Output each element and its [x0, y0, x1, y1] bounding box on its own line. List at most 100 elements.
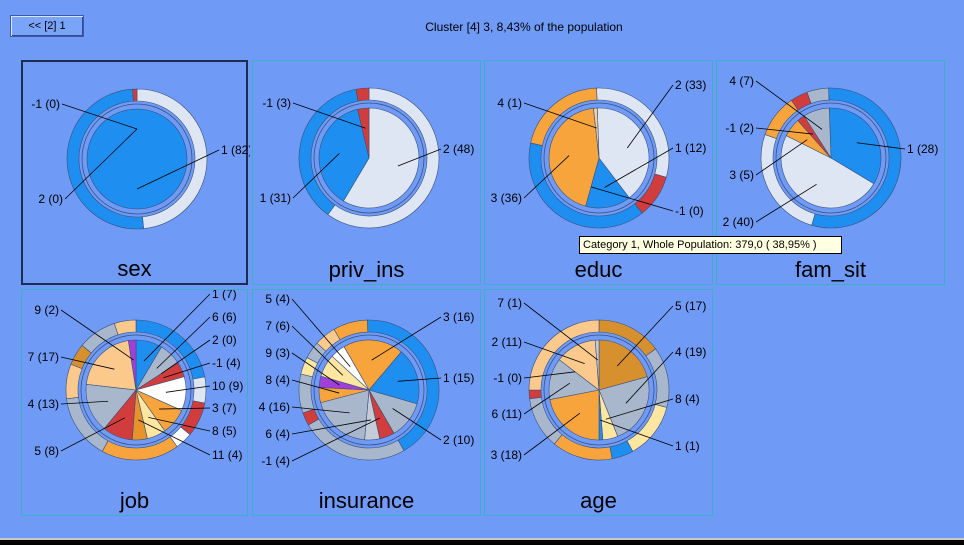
slice-label: 2 (40): [723, 215, 754, 229]
pie-slice[interactable]: [594, 339, 600, 391]
chart-title-age: age: [580, 488, 617, 513]
pie-slice[interactable]: [357, 107, 370, 159]
outer-ring-segment: [192, 376, 207, 404]
leader-line: [523, 102, 597, 129]
pie-slice[interactable]: [318, 108, 370, 202]
pie-slice[interactable]: [85, 383, 137, 429]
leader-line: [397, 377, 442, 382]
pie-chart-insurance: 3 (16) 1 (15) 2 (10) -1 (4) 6 (4) 4 (16) 8 (4)…: [259, 292, 475, 468]
slice-label: 4 (13): [28, 397, 59, 411]
leader-line: [138, 419, 211, 456]
leader-line: [64, 128, 138, 200]
pie-chart-fam-sit: 1 (28) 2 (40) 3 (5) -1 (2) 4 (7): [723, 74, 939, 229]
slice-label: 2 (48): [443, 142, 474, 156]
pie-slice[interactable]: [548, 107, 600, 207]
slice-label: 6 (6): [212, 310, 237, 324]
slice-label: 6 (11): [492, 407, 522, 421]
chart-title-educ: educ: [574, 257, 623, 282]
slice-label: 7 (6): [265, 319, 290, 333]
pie-slice[interactable]: [828, 107, 882, 185]
pie-slice[interactable]: [128, 339, 137, 391]
ring-separator: [543, 334, 655, 446]
slice-label: 9 (2): [34, 303, 59, 317]
slice-label: 3 (36): [491, 191, 522, 205]
outer-ring-segment: [65, 363, 83, 400]
pie-chart-priv-ins: 2 (48) 1 (31) -1 (3): [260, 87, 474, 229]
leader-line: [291, 298, 351, 367]
leader-line: [523, 155, 570, 199]
leader-line: [371, 316, 442, 361]
pie-slice[interactable]: [86, 108, 188, 210]
back-button[interactable]: << [2] 1: [10, 15, 84, 37]
pie-slice[interactable]: [320, 389, 370, 441]
leader-line: [291, 417, 381, 462]
slice-label: 1 (1): [675, 439, 700, 453]
leader-line: [626, 84, 674, 149]
slice-label: 7 (1): [497, 296, 522, 310]
leader-line: [156, 316, 211, 369]
slice-label: 11 (4): [212, 448, 242, 462]
leader-line: [523, 382, 571, 415]
leader-line: [523, 371, 576, 379]
outer-ring-segment: [180, 400, 206, 436]
leader-line: [292, 102, 366, 129]
leader-line: [755, 139, 808, 176]
slice-label: 2 (0): [38, 192, 63, 206]
chart-panel-priv-ins[interactable]: 2 (48) 1 (31) -1 (3) priv_ins: [252, 60, 481, 285]
leader-line: [163, 362, 211, 379]
outer-ring-segment: [806, 87, 830, 104]
pie-slice[interactable]: [331, 346, 370, 391]
leader-line: [136, 149, 220, 190]
leader-line: [291, 406, 350, 414]
slice-label: 1 (31): [260, 191, 291, 205]
chart-panel-fam-sit[interactable]: 1 (28) 2 (40) 3 (5) -1 (2) 4 (7) fam_sit: [716, 60, 945, 285]
pie-slice[interactable]: [343, 107, 420, 209]
leader-line: [148, 416, 211, 432]
chart-panel-sex[interactable]: 1 (82) 2 (0) -1 (0) sex: [21, 60, 250, 285]
pie-chart-job: 1 (7) 6 (6) 2 (0) -1 (4) 10 (9) 3 (7) 8 (5) 11 …: [28, 290, 244, 462]
leader-line: [291, 419, 371, 435]
pie-slice[interactable]: [343, 339, 402, 391]
outer-ring-segment: [355, 87, 370, 102]
ring-separator: [543, 102, 655, 214]
slice-label: 1 (12): [675, 141, 706, 155]
leader-line: [60, 417, 125, 452]
leader-line: [755, 183, 817, 223]
pie-slice[interactable]: [593, 107, 600, 159]
slice-label: -1 (0): [31, 97, 60, 111]
chart-title-priv-ins: priv_ins: [328, 257, 405, 282]
slice-label: 1 (7): [212, 290, 237, 301]
pie-slice[interactable]: [596, 107, 650, 199]
outer-ring-segment: [333, 319, 369, 341]
leader-line: [616, 305, 674, 367]
leader-line: [291, 325, 344, 376]
pie-slice[interactable]: [368, 351, 420, 405]
leader-line: [160, 339, 211, 375]
leader-line: [392, 408, 442, 441]
ring-separator: [80, 334, 192, 446]
slice-label: 1 (82): [221, 143, 250, 157]
slice-label: 2 (10): [443, 433, 474, 447]
pie-chart-age: 5 (17) 4 (19) 8 (4) 1 (1) 3 (18) 6 (11) -1 (0)…: [491, 296, 707, 462]
chart-panel-educ[interactable]: 2 (33) 1 (12) -1 (0) 3 (36) 4 (1) educ: [484, 60, 713, 285]
slice-label: 1 (15): [443, 371, 474, 385]
pie-chart-educ: 2 (33) 1 (12) -1 (0) 3 (36) 4 (1): [491, 78, 706, 229]
slice-label: 2 (33): [675, 78, 706, 92]
pie-slice[interactable]: [598, 339, 648, 391]
leader-line: [159, 407, 211, 410]
leader-line: [604, 147, 674, 188]
slice-label: 4 (16): [259, 400, 290, 414]
slice-label: 9 (3): [265, 346, 290, 360]
pie-slice[interactable]: [549, 389, 600, 441]
outer-ring-segment: [113, 319, 137, 336]
leader-line: [291, 379, 340, 394]
chart-panel-job[interactable]: 1 (7) 6 (6) 2 (0) -1 (4) 10 (9) 3 (7) 8 (5) 11 …: [21, 289, 248, 516]
leader-line: [755, 80, 823, 130]
chart-panel-insurance[interactable]: 3 (16) 1 (15) 2 (10) -1 (4) 6 (4) 4 (16) 8 (4)…: [252, 289, 481, 516]
slice-label: 4 (7): [729, 74, 754, 88]
chart-panel-age[interactable]: 5 (17) 4 (19) 8 (4) 1 (1) 3 (18) 6 (11) -1 (0)…: [484, 289, 713, 516]
pie-slice[interactable]: [780, 135, 875, 209]
slice-label: 3 (7): [212, 401, 237, 415]
leader-line: [625, 351, 674, 404]
